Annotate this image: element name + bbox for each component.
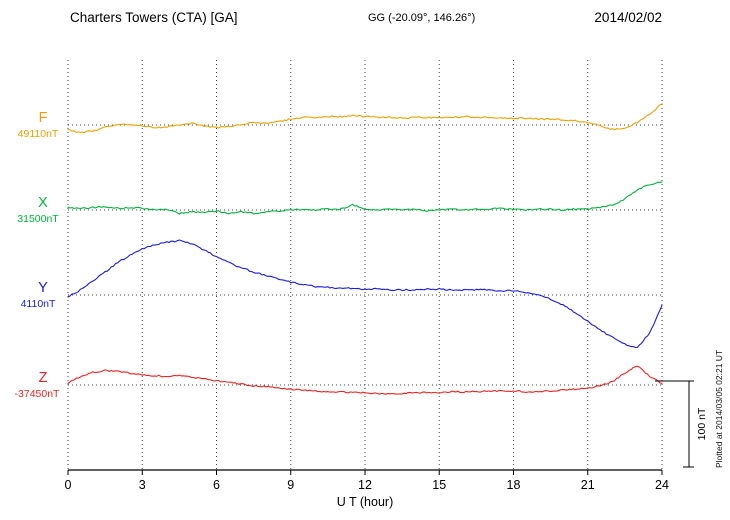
plotted-at-note: Plotted at 2014/03/05 02:21 UT (714, 350, 724, 468)
x-tick-label: 0 (65, 478, 72, 492)
trace-y (67, 239, 663, 349)
series-baseline-z: -37450nT (15, 388, 61, 400)
x-tick-label: 9 (287, 478, 294, 492)
x-tick-label: 6 (213, 478, 220, 492)
station-title: Charters Towers (CTA) [GA] (70, 10, 238, 25)
trace-z (67, 365, 663, 395)
trace-f (67, 103, 663, 134)
x-tick-label: 21 (581, 478, 595, 492)
x-axis-label: U T (hour) (337, 495, 394, 509)
series-baseline-x: 31500nT (17, 213, 59, 225)
series-baseline-y: 4110nT (21, 298, 56, 310)
x-tick-label: 3 (139, 478, 146, 492)
series-label-y: Y (38, 280, 48, 296)
x-tick-label: 12 (358, 478, 372, 492)
scale-bar-label: 100 nT (696, 407, 708, 440)
series-baseline-f: 49110nT (18, 128, 59, 140)
series-label-f: F (39, 110, 48, 126)
x-tick-label: 24 (655, 478, 669, 492)
plot-date: 2014/02/02 (594, 10, 662, 25)
axes-and-gridlines: 0 3 6 9 12 15 18 21 24 (65, 60, 669, 492)
series-label-x: X (38, 195, 48, 211)
x-tick-label: 15 (432, 478, 446, 492)
geo-coordinates: GG (-20.09°, 146.26°) (368, 12, 475, 24)
x-tick-label: 18 (507, 478, 521, 492)
trace-x (67, 181, 663, 215)
traces (67, 103, 663, 395)
series-label-z: Z (39, 370, 48, 386)
